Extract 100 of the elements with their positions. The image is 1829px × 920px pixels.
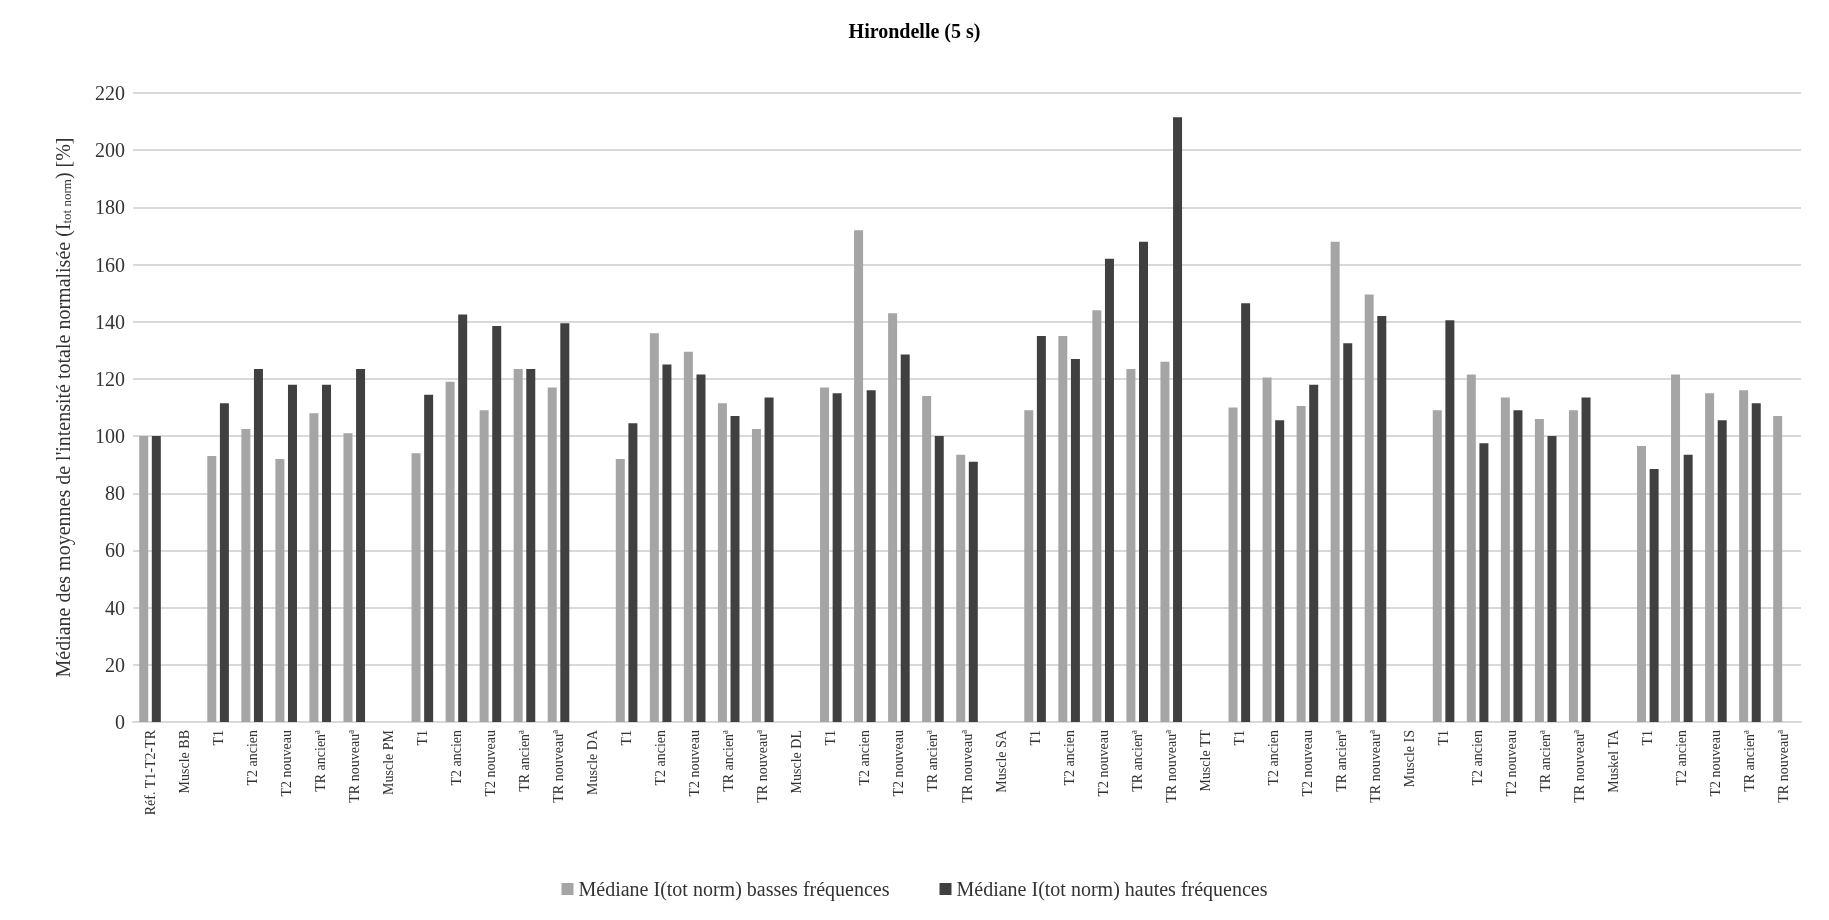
- bar: [1309, 384, 1319, 722]
- bar: [956, 454, 966, 722]
- x-tick-label: T2 nouveau: [1095, 730, 1111, 797]
- x-tick-label: TR nouveauª: [959, 729, 975, 803]
- bar: [241, 428, 251, 722]
- bar: [343, 433, 353, 722]
- bar: [1671, 374, 1681, 722]
- bar: [1568, 410, 1578, 722]
- x-tick-label: Muscle TT: [1197, 729, 1213, 792]
- bar: [287, 384, 297, 722]
- bar: [922, 396, 932, 722]
- bar: [1581, 397, 1591, 722]
- bar: [207, 456, 217, 722]
- x-tick-label: T2 ancien: [1674, 730, 1690, 786]
- x-tick-label: T1: [823, 730, 839, 746]
- x-tick-label: TR ancienª: [1333, 729, 1349, 792]
- x-tick-label: T1: [210, 730, 226, 746]
- bar: [1262, 377, 1272, 722]
- x-tick-label: T1: [1231, 730, 1247, 746]
- bar: [1717, 420, 1727, 722]
- x-tick-label: T2 ancien: [1470, 730, 1486, 786]
- y-tick-label: 140: [95, 310, 125, 333]
- bar: [1649, 468, 1659, 722]
- x-tick-label: TR nouveauª: [1776, 729, 1792, 803]
- bar: [139, 436, 149, 722]
- chart-title: Hirondelle (5 s): [848, 20, 981, 43]
- x-tick-label: T1: [414, 730, 430, 746]
- legend-label: Médiane I(tot norm) hautes fréquences: [956, 878, 1268, 901]
- bar: [615, 458, 625, 722]
- bar: [479, 410, 489, 722]
- bar: [730, 416, 740, 722]
- x-tick-label: T2 nouveau: [687, 730, 703, 797]
- bar: [1751, 403, 1761, 722]
- bar: [560, 323, 570, 722]
- x-tick-label: TR nouveauª: [1367, 729, 1383, 803]
- legend-label: Médiane I(tot norm) basses fréquences: [578, 878, 890, 901]
- x-tick-label: Muscle DL: [789, 730, 805, 794]
- bar: [1126, 368, 1136, 722]
- x-tick-label: T2 ancien: [244, 730, 260, 786]
- bar: [1070, 358, 1080, 722]
- bar: [492, 326, 502, 722]
- x-tick-label: TR nouveauª: [551, 729, 567, 803]
- x-tick-label: T2 nouveau: [1504, 730, 1520, 797]
- x-tick-label: Muscle PM: [380, 729, 396, 795]
- bar: [309, 413, 319, 722]
- y-tick-label: 0: [115, 711, 125, 733]
- bar: [275, 458, 285, 722]
- y-tick-label: 180: [95, 196, 125, 219]
- bar: [1296, 406, 1306, 722]
- x-tick-label: TR ancienª: [721, 729, 737, 792]
- bar: [628, 423, 638, 722]
- x-tick-label: T2 ancien: [1061, 730, 1077, 786]
- bar: [649, 333, 659, 722]
- bar: [1104, 258, 1114, 722]
- bar: [458, 314, 468, 722]
- bar: [1445, 320, 1455, 722]
- x-tick-label: TR ancienª: [516, 729, 532, 792]
- bar: [934, 436, 944, 722]
- x-tick-label: TR ancienª: [1538, 729, 1554, 792]
- bar: [411, 453, 421, 722]
- bar: [1377, 316, 1387, 722]
- bar: [1024, 410, 1034, 722]
- y-tick-label: 40: [105, 596, 125, 619]
- bar: [445, 381, 455, 722]
- bar: [1275, 420, 1285, 722]
- bar: [1092, 310, 1102, 722]
- bar: [717, 403, 727, 722]
- x-tick-label: TR ancienª: [1742, 729, 1758, 792]
- bar: [1513, 410, 1523, 722]
- bar: [866, 390, 876, 722]
- bar: [1139, 241, 1148, 722]
- bar: [1739, 390, 1749, 722]
- x-tick-label: TR nouveauª: [1163, 729, 1179, 803]
- bar: [751, 428, 761, 722]
- bar: [1173, 117, 1183, 722]
- bar: [1534, 418, 1544, 722]
- bar: [1683, 454, 1693, 722]
- x-tick-label: Muscle DA: [585, 729, 601, 795]
- bar: [1330, 241, 1340, 722]
- y-tick-label: 120: [95, 367, 125, 390]
- x-tick-label: TR ancienª: [1129, 729, 1145, 792]
- x-tick-label: T1: [1436, 730, 1452, 746]
- bar: [322, 384, 332, 722]
- y-tick-label: 80: [105, 482, 125, 505]
- bar: [854, 230, 864, 722]
- x-tick-label: T2 nouveau: [1299, 730, 1315, 797]
- y-tick-label: 100: [95, 425, 125, 448]
- bar: [424, 394, 434, 722]
- bar: [1466, 374, 1476, 722]
- x-tick-label: T2 ancien: [857, 730, 873, 786]
- bar: [968, 461, 978, 722]
- bar: [253, 368, 263, 722]
- y-axis-title: Médiane des moyennes de l'intensité totale normalisée (Itot norm) [%]: [51, 137, 75, 678]
- bar: [1432, 410, 1442, 722]
- y-tick-label: 20: [105, 653, 125, 676]
- y-tick-label: 200: [95, 139, 125, 162]
- bar: [1343, 343, 1353, 722]
- x-tick-label: TR nouveauª: [755, 729, 771, 803]
- bar: [356, 368, 366, 722]
- bar: [151, 436, 161, 722]
